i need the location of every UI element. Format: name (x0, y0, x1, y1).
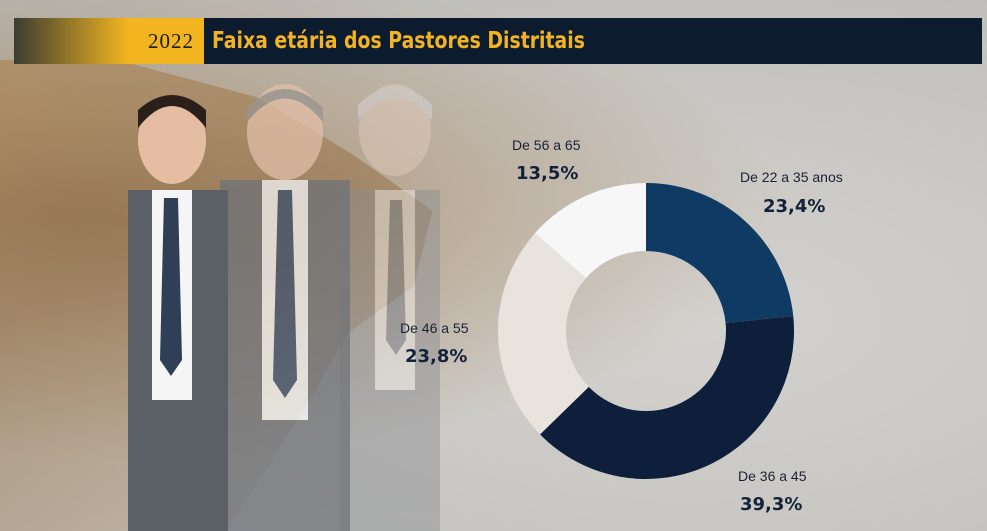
pastors-photo (128, 84, 440, 531)
donut-slice-2 (540, 316, 794, 480)
label-val-22-35: 23,4% (763, 196, 826, 217)
label-val-46-55: 23,8% (405, 346, 468, 367)
year-label: 2022 (148, 28, 194, 53)
donut-slice-3 (497, 233, 589, 435)
label-cat-46-55: De 46 a 55 (400, 320, 469, 336)
label-cat-56-65: De 56 a 65 (512, 137, 581, 153)
year-badge: 2022 (14, 18, 204, 64)
donut-slice-1 (646, 183, 794, 323)
donut-slice-4 (534, 183, 646, 279)
page-title: Faixa etária dos Pastores Distritais (212, 28, 585, 54)
label-cat-36-45: De 36 a 45 (738, 468, 807, 484)
label-cat-22-35: De 22 a 35 anos (740, 169, 843, 185)
label-val-36-45: 39,3% (740, 494, 803, 515)
label-val-56-65: 13,5% (516, 163, 579, 184)
